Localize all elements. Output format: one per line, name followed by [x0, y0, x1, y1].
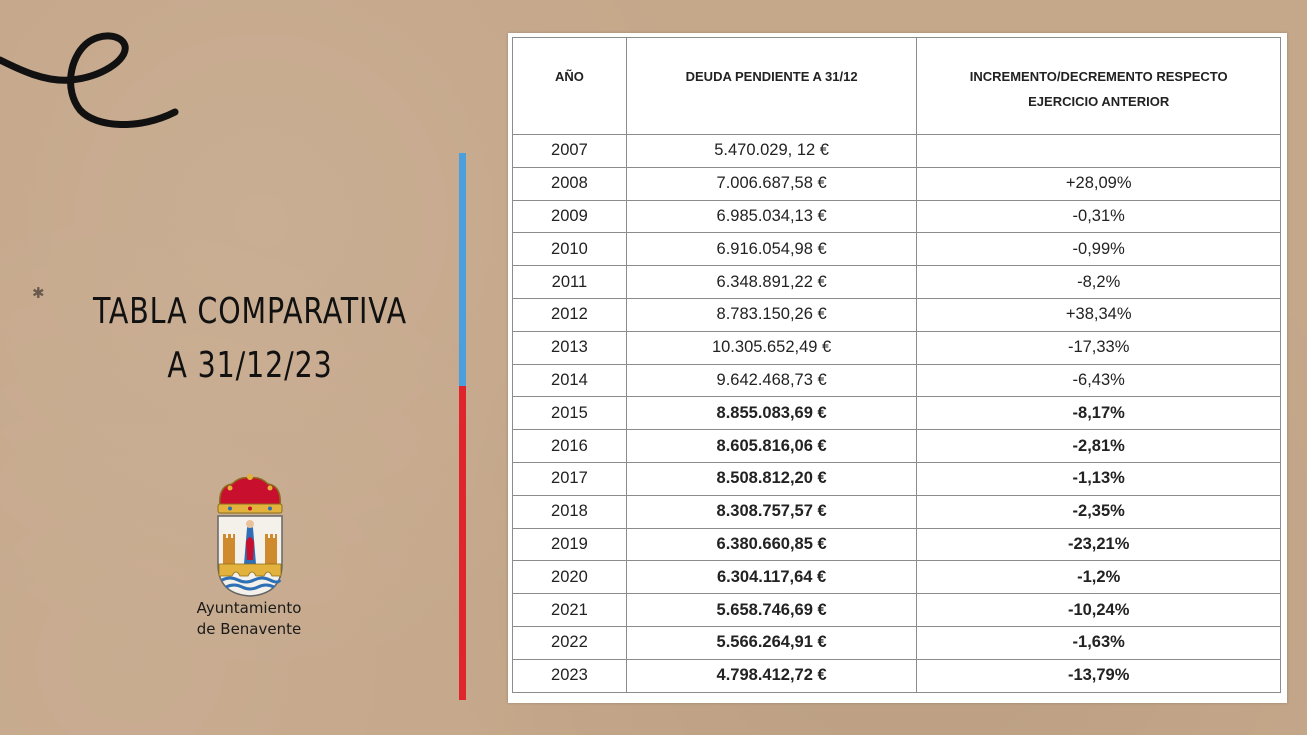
- cell-change: [916, 134, 1281, 168]
- cell-change: -8,2%: [916, 265, 1281, 299]
- slide-title: TABLA COMPARATIVA A 31/12/23: [65, 285, 435, 393]
- table-row: 2014 9.642.468,73 € -6,43%: [512, 363, 1281, 398]
- logo-caption: Ayuntamiento de Benavente: [168, 598, 330, 640]
- cell-year: 2013: [512, 330, 627, 365]
- cell-debt: 7.006.687,58 €: [625, 166, 918, 201]
- asterisk-icon: ✱: [32, 284, 45, 302]
- table-row: 2022 5.566.264,91 € -1,63%: [512, 625, 1281, 660]
- cell-debt: 8.783.150,26 €: [625, 297, 918, 332]
- table-body: 2007 5.470.029, 12 €2008 7.006.687,58 € +28…: [512, 134, 1281, 693]
- squiggle-decoration: [0, 32, 179, 129]
- table-row: 2017 8.508.812,20 € -1,13%: [512, 461, 1281, 496]
- cell-year: 2019: [512, 527, 627, 562]
- cell-debt: 6.985.034,13 €: [625, 199, 918, 234]
- cell-year: 2018: [512, 494, 627, 529]
- table-row: 2016 8.605.816,06 € -2,81%: [512, 429, 1281, 463]
- cell-year: 2021: [512, 593, 627, 627]
- table-row: 2012 8.783.150,26 € +38,34%: [512, 297, 1281, 332]
- cell-year: 2016: [512, 429, 627, 463]
- header-debt: DEUDA PENDIENTE A 31/12: [625, 37, 918, 135]
- table-row: 2015 8.855.083,69 € -8,17%: [512, 396, 1281, 431]
- table-row: 2020 6.304.117,64 € -1,2%: [512, 560, 1281, 595]
- debt-table-card: AÑO DEUDA PENDIENTE A 31/12 INCREMENTO/D…: [508, 33, 1287, 703]
- cell-debt: 6.348.891,22 €: [625, 265, 918, 299]
- cell-debt: 5.566.264,91 €: [625, 625, 918, 660]
- divider-bar-red: [459, 386, 466, 700]
- cell-change: -6,43%: [916, 363, 1281, 398]
- table-row: 2013 10.305.652,49 € -17,33%: [512, 330, 1281, 365]
- debt-table: AÑO DEUDA PENDIENTE A 31/12 INCREMENTO/D…: [512, 37, 1281, 693]
- cell-change: -2,35%: [916, 494, 1281, 529]
- cell-debt: 6.304.117,64 €: [625, 560, 918, 595]
- header-change-line-2: EJERCICIO ANTERIOR: [1028, 94, 1170, 109]
- table-row: 2011 6.348.891,22 € -8,2%: [512, 265, 1281, 299]
- header-change: INCREMENTO/DECREMENTO RESPECTO EJERCICIO…: [916, 37, 1281, 135]
- cell-debt: 8.508.812,20 €: [625, 461, 918, 496]
- cell-debt: 5.470.029, 12 €: [625, 134, 918, 168]
- cell-change: -1,13%: [916, 461, 1281, 496]
- cell-year: 2022: [512, 625, 627, 660]
- cell-change: +28,09%: [916, 166, 1281, 201]
- cell-debt: 5.658.746,69 €: [625, 593, 918, 627]
- cell-change: -1,63%: [916, 625, 1281, 660]
- cell-debt: 8.308.757,57 €: [625, 494, 918, 529]
- cell-year: 2007: [512, 134, 627, 168]
- cell-debt: 8.605.816,06 €: [625, 429, 918, 463]
- title-line-2: A 31/12/23: [167, 345, 333, 386]
- table-row: 2021 5.658.746,69 € -10,24%: [512, 593, 1281, 627]
- cell-debt: 9.642.468,73 €: [625, 363, 918, 398]
- cell-change: -17,33%: [916, 330, 1281, 365]
- cell-change: -8,17%: [916, 396, 1281, 431]
- cell-year: 2017: [512, 461, 627, 496]
- logo-caption-line-2: de Benavente: [196, 620, 302, 638]
- cell-debt: 10.305.652,49 €: [625, 330, 918, 365]
- cell-change: +38,34%: [916, 297, 1281, 332]
- table-row: 2018 8.308.757,57 € -2,35%: [512, 494, 1281, 529]
- cell-year: 2010: [512, 232, 627, 267]
- table-row: 2010 6.916.054,98 € -0,99%: [512, 232, 1281, 267]
- divider-bar-blue: [459, 153, 466, 386]
- cell-year: 2020: [512, 560, 627, 595]
- cell-change: -2,81%: [916, 429, 1281, 463]
- title-line-1: TABLA COMPARATIVA: [93, 291, 407, 332]
- header-change-line-1: INCREMENTO/DECREMENTO RESPECTO: [969, 69, 1228, 84]
- header-year: AÑO: [512, 37, 627, 135]
- cell-year: 2009: [512, 199, 627, 234]
- cell-change: -1,2%: [916, 560, 1281, 595]
- cell-year: 2011: [512, 265, 627, 299]
- cell-year: 2023: [512, 658, 627, 693]
- cell-year: 2014: [512, 363, 627, 398]
- cell-debt: 8.855.083,69 €: [625, 396, 918, 431]
- table-row: 2009 6.985.034,13 € -0,31%: [512, 199, 1281, 234]
- cell-year: 2008: [512, 166, 627, 201]
- benavente-coat-of-arms-icon: [217, 474, 283, 597]
- table-header-row: AÑO DEUDA PENDIENTE A 31/12 INCREMENTO/D…: [512, 37, 1281, 135]
- logo-caption-line-1: Ayuntamiento: [196, 599, 302, 617]
- cell-year: 2012: [512, 297, 627, 332]
- cell-change: -0,31%: [916, 199, 1281, 234]
- cell-year: 2015: [512, 396, 627, 431]
- cell-debt: 6.380.660,85 €: [625, 527, 918, 562]
- table-row: 2023 4.798.412,72 € -13,79%: [512, 658, 1281, 693]
- cell-change: -0,99%: [916, 232, 1281, 267]
- table-row: 2007 5.470.029, 12 €: [512, 134, 1281, 168]
- cell-change: -10,24%: [916, 593, 1281, 627]
- cell-debt: 4.798.412,72 €: [625, 658, 918, 693]
- cell-change: -13,79%: [916, 658, 1281, 693]
- cell-debt: 6.916.054,98 €: [625, 232, 918, 267]
- table-row: 2008 7.006.687,58 € +28,09%: [512, 166, 1281, 201]
- cell-change: -23,21%: [916, 527, 1281, 562]
- table-row: 2019 6.380.660,85 € -23,21%: [512, 527, 1281, 562]
